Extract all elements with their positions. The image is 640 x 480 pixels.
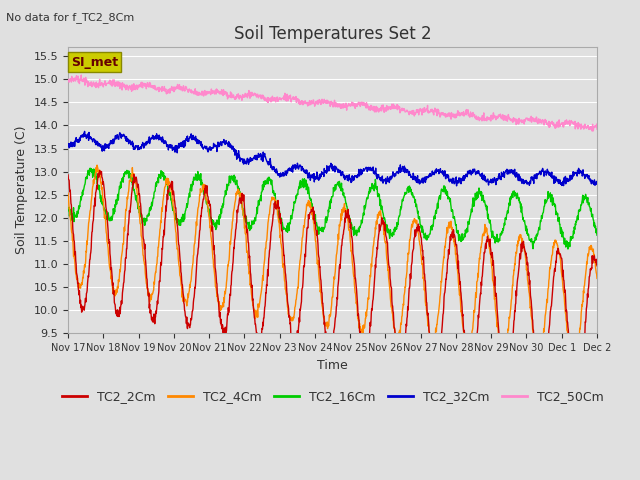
Text: No data for f_TC2_8Cm: No data for f_TC2_8Cm <box>6 12 134 23</box>
Legend: TC2_2Cm, TC2_4Cm, TC2_16Cm, TC2_32Cm, TC2_50Cm: TC2_2Cm, TC2_4Cm, TC2_16Cm, TC2_32Cm, TC… <box>56 385 609 408</box>
Y-axis label: Soil Temperature (C): Soil Temperature (C) <box>15 126 28 254</box>
X-axis label: Time: Time <box>317 359 348 372</box>
Title: Soil Temperatures Set 2: Soil Temperatures Set 2 <box>234 24 431 43</box>
Text: SI_met: SI_met <box>70 56 118 69</box>
